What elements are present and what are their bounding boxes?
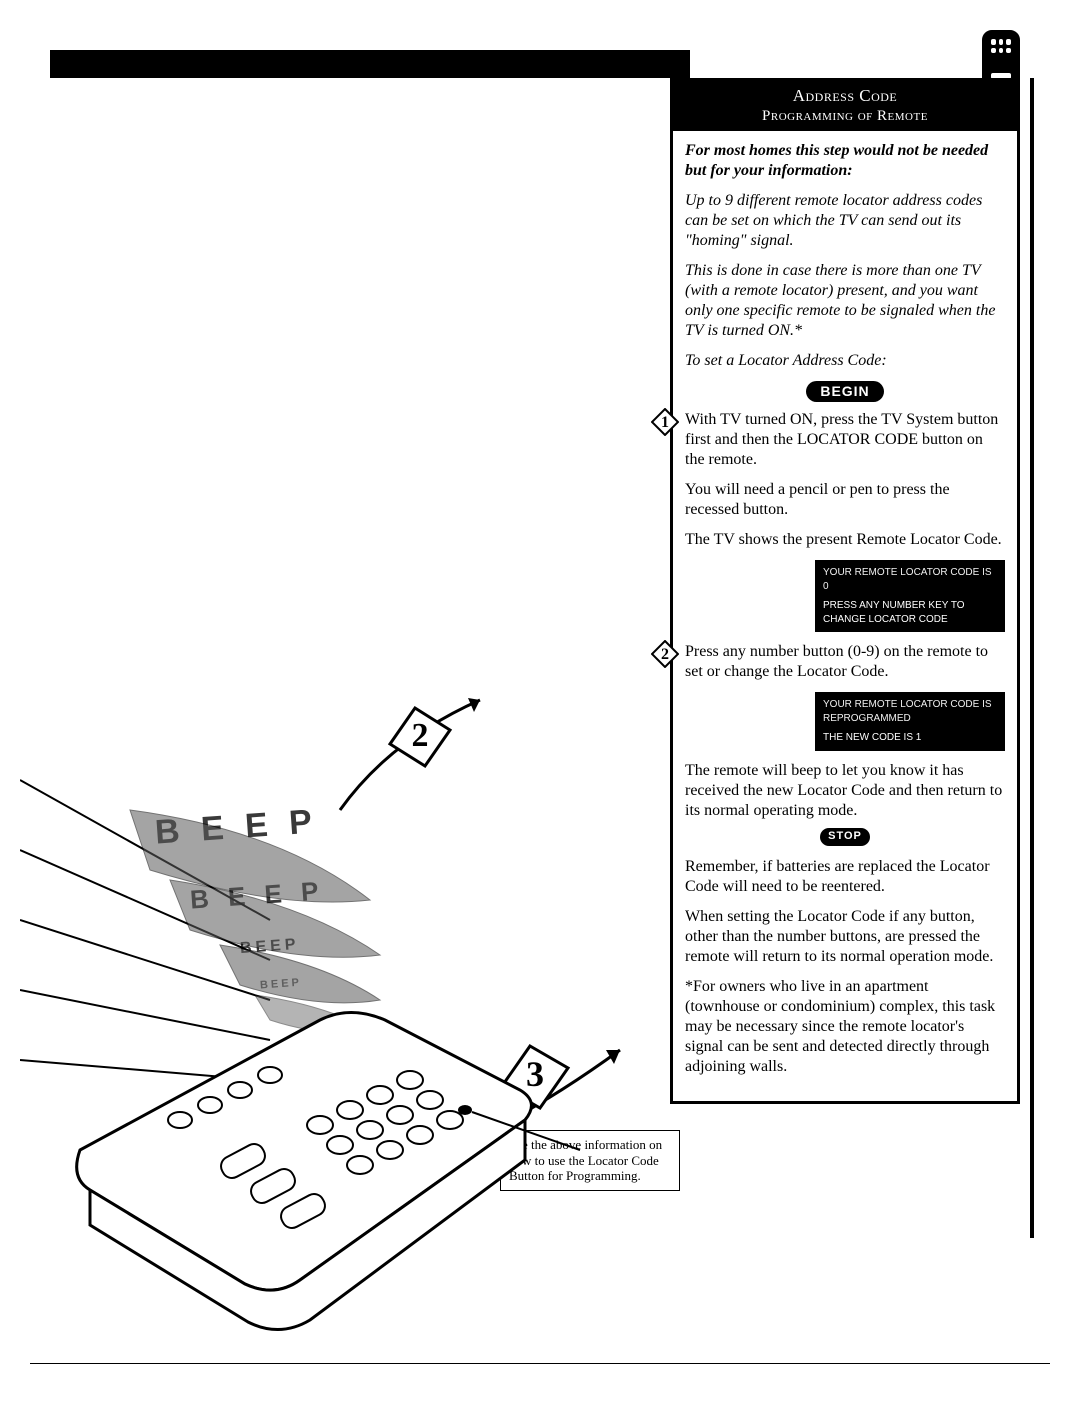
osd-2: YOUR REMOTE LOCATOR CODE IS REPROGRAMMED… <box>815 692 1005 751</box>
osd-1: YOUR REMOTE LOCATOR CODE IS 0 PRESS ANY … <box>815 560 1005 632</box>
top-black-bar <box>50 50 690 78</box>
page: Address Code Programming of Remote For m… <box>0 0 1080 1404</box>
after-3: When setting the Locator Code if any but… <box>685 907 1005 967</box>
stop-row: STOP <box>685 827 1005 847</box>
step-1: 1 With TV turned ON, press the TV System… <box>685 410 1005 632</box>
header-line-1: Address Code <box>679 85 1011 107</box>
remote-illustration <box>20 720 680 1360</box>
step-1-lead-text: With TV turned ON, press the TV System b… <box>685 411 998 468</box>
step-2-number-icon: 2 <box>651 640 679 668</box>
osd-2-row1: YOUR REMOTE LOCATOR CODE IS REPROGRAMMED <box>823 698 997 725</box>
after-4: *For owners who live in an apartment (to… <box>685 977 1005 1077</box>
after-2: Remember, if batteries are replaced the … <box>685 857 1005 897</box>
panel-header: Address Code Programming of Remote <box>673 81 1017 131</box>
osd-1-row1: YOUR REMOTE LOCATOR CODE IS 0 <box>823 566 997 593</box>
svg-text:1: 1 <box>661 414 669 431</box>
step-2-lead: Press any number button (0-9) on the rem… <box>685 642 1005 682</box>
step-1-p2: You will need a pencil or pen to press t… <box>685 480 1005 520</box>
osd-1-row2: PRESS ANY NUMBER KEY TO CHANGE LOCATOR C… <box>823 599 997 626</box>
begin-pill: BEGIN <box>806 381 883 403</box>
pre-1: Up to 9 different remote locator address… <box>685 191 1005 251</box>
pre-3: To set a Locator Address Code: <box>685 351 1005 371</box>
footer-rule <box>30 1363 1050 1364</box>
panel-body: For most homes this step would not be ne… <box>673 131 1017 1101</box>
step-1-p3: The TV shows the present Remote Locator … <box>685 530 1005 550</box>
step-1-lead: With TV turned ON, press the TV System b… <box>685 410 1005 470</box>
osd-2-row2: THE NEW CODE IS 1 <box>823 731 997 745</box>
instructions-panel: Address Code Programming of Remote For m… <box>670 78 1020 1104</box>
after-1: The remote will beep to let you know it … <box>685 761 1005 821</box>
step-2: 2 Press any number button (0-9) on the r… <box>685 642 1005 751</box>
right-edge-rule <box>1030 78 1034 1238</box>
header-line-2: Programming of Remote <box>679 107 1011 127</box>
stop-pill: STOP <box>820 828 870 846</box>
svg-text:2: 2 <box>661 646 669 663</box>
step-1-number-icon: 1 <box>651 408 679 436</box>
intro-text: For most homes this step would not be ne… <box>685 141 1005 181</box>
pre-2: This is done in case there is more than … <box>685 261 1005 341</box>
begin-row: BEGIN <box>685 381 1005 403</box>
